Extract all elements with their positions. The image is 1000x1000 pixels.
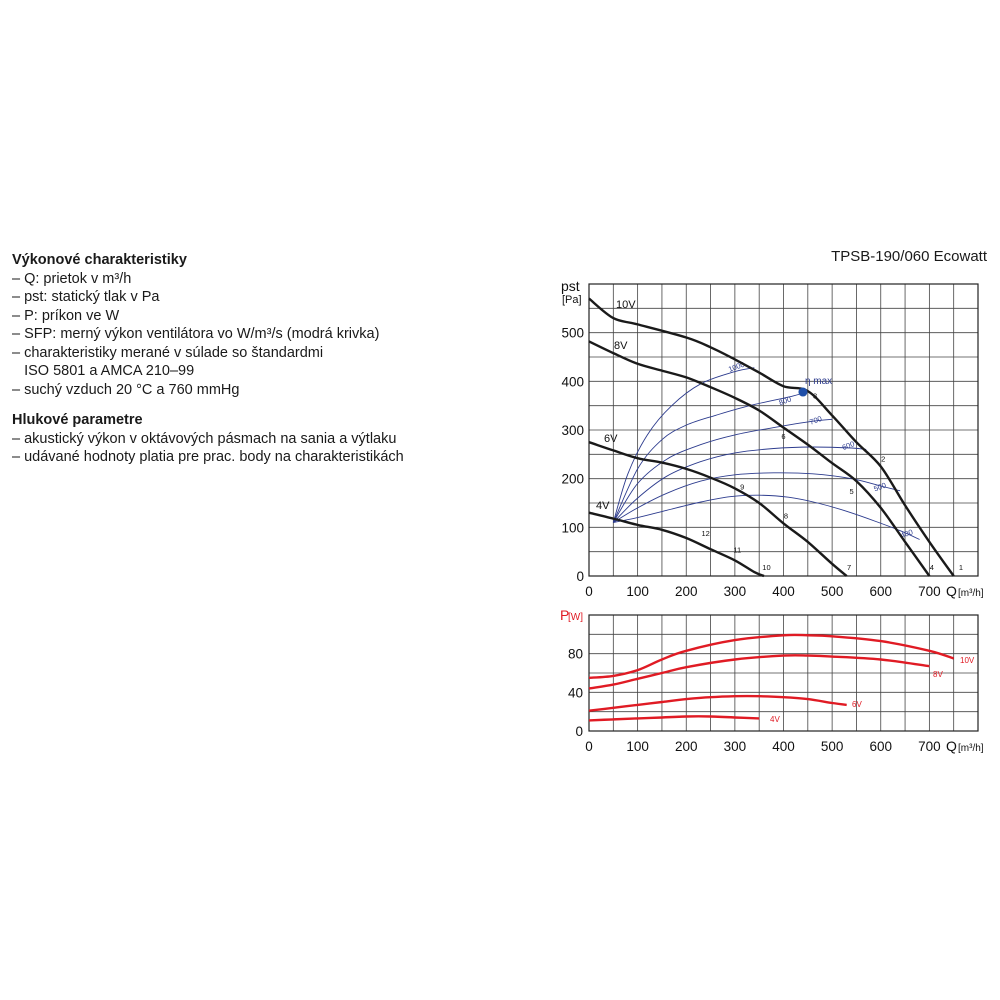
sfp-curve-800	[612, 390, 808, 523]
y-tick-label: 400	[561, 374, 584, 389]
x-tick-label: 100	[626, 584, 649, 599]
sfp-curve-500	[613, 472, 901, 523]
fan-curve-6V	[588, 441, 848, 577]
sfp-label-700: 700	[808, 414, 823, 427]
power-grid	[588, 614, 979, 732]
y-axis-unit: [W]	[568, 612, 583, 623]
y-axis-unit: [Pa]	[562, 294, 582, 306]
list-item: ISO 5801 a AMCA 210–99	[12, 363, 195, 379]
x-axis-unit: [m³/h]	[958, 743, 984, 754]
point-label-12: 12	[702, 529, 710, 538]
series-label-6V: 6V	[604, 433, 618, 445]
y-tick-label: 0	[576, 569, 584, 584]
x-tick-label: 0	[585, 739, 593, 754]
sfp-curve-400	[613, 494, 920, 540]
x-tick-label: 300	[724, 584, 747, 599]
list-item: – suchý vzduch 20 °C a 760 mmHg	[12, 381, 240, 398]
sfp-curve-700	[612, 418, 833, 523]
point-label-10: 10	[762, 563, 770, 572]
sfp-label-600: 600	[841, 439, 856, 452]
eta-max-label: η max	[805, 376, 832, 387]
power-label-8V: 8V	[933, 670, 943, 679]
x-tick-label: 500	[821, 584, 844, 599]
series-label-4V: 4V	[596, 500, 610, 512]
point-label-6: 6	[781, 432, 785, 441]
series-label-10V: 10V	[616, 299, 636, 311]
point-label-4: 4	[930, 563, 934, 572]
y-tick-label: 500	[561, 326, 584, 341]
y-tick-label: 80	[568, 647, 583, 662]
x-axis-unit: [m³/h]	[958, 588, 984, 599]
power-curve-8V	[588, 654, 930, 690]
list-item: – Q: prietok v m³/h	[12, 270, 132, 287]
section-title-performance: Výkonové charakteristiky	[12, 252, 187, 268]
list-item: – P: príkon ve W	[12, 307, 120, 324]
y-tick-label: 300	[561, 423, 584, 438]
x-tick-label: 500	[821, 739, 844, 754]
performance-list: – Q: prietok v m³/h – pst: statický tlak…	[12, 270, 492, 400]
list-item: – SFP: merný výkon ventilátora vo W/m³/s…	[12, 326, 380, 342]
pressure-grid	[588, 283, 979, 577]
section-title-noise: Hlukové parametre	[12, 412, 143, 428]
x-tick-label: 100	[626, 739, 649, 754]
fan-curve-4V	[588, 511, 765, 578]
fan-curve-10V	[588, 297, 955, 577]
fan-curve-8V	[588, 340, 931, 577]
y-axis-label: P	[560, 607, 569, 623]
sfp-curve-1000	[612, 367, 755, 523]
x-axis-label: Q	[946, 583, 957, 599]
description-panel: Výkonové charakteristiky – Q: prietok v …	[12, 251, 492, 467]
point-label-8: 8	[784, 512, 788, 521]
y-tick-label: 100	[561, 520, 584, 535]
power-label-4V: 4V	[770, 715, 780, 724]
x-tick-label: 400	[772, 739, 795, 754]
power-label-6V: 6V	[852, 700, 862, 709]
point-label-2: 2	[881, 455, 885, 464]
series-label-8V: 8V	[614, 340, 628, 352]
y-tick-label: 200	[561, 472, 584, 487]
y-tick-label: 40	[568, 685, 583, 700]
power-curve-4V	[588, 715, 760, 722]
sfp-label-800: 800	[778, 395, 793, 408]
y-tick-label: 0	[575, 724, 583, 739]
sfp-curve-600	[612, 446, 867, 523]
chart-title: TPSB-190/060 Ecowatt	[831, 248, 987, 265]
sfp-label-1000: 1000	[727, 360, 746, 374]
point-label-5: 5	[849, 487, 853, 496]
power-curve-6V	[588, 694, 847, 712]
power-label-10V: 10V	[960, 656, 975, 665]
x-tick-label: 200	[675, 739, 698, 754]
x-tick-label: 600	[869, 584, 892, 599]
list-item: – akustický výkon v oktávových pásmach n…	[12, 430, 397, 447]
pressure-frame	[588, 283, 979, 577]
noise-list: – akustický výkon v oktávových pásmach n…	[12, 430, 492, 467]
x-axis-label: Q	[946, 738, 957, 754]
point-label-3: 3	[813, 391, 817, 400]
point-label-9: 9	[740, 482, 744, 491]
y-axis-label: pst	[561, 278, 580, 294]
x-tick-label: 400	[772, 584, 795, 599]
list-item: – udávané hodnoty platia pre prac. body …	[12, 449, 404, 465]
power-chart: 0 100 200 300 400 500 600 700 0 40 80 P[W] Q [m³/h] 10…	[560, 607, 984, 754]
power-frame	[588, 614, 979, 732]
sfp-label-500: 500	[872, 481, 887, 494]
point-label-7: 7	[847, 563, 851, 572]
eta-max-marker	[798, 387, 808, 397]
x-tick-label: 600	[869, 739, 892, 754]
x-tick-label: 700	[918, 739, 941, 754]
point-label-11: 11	[733, 546, 741, 555]
list-item: – charakteristiky merané v súlade so šta…	[12, 344, 324, 361]
pressure-chart: 0 100 200 300 400 500 600 700 0 100 200 300 400 500 ps…	[561, 278, 984, 599]
x-tick-label: 200	[675, 584, 698, 599]
list-item: – pst: statický tlak v Pa	[12, 289, 160, 305]
x-tick-label: 300	[724, 739, 747, 754]
power-curve-10V	[588, 633, 955, 679]
point-label-1: 1	[959, 563, 963, 572]
x-tick-label: 0	[585, 584, 593, 599]
x-tick-label: 700	[918, 584, 941, 599]
